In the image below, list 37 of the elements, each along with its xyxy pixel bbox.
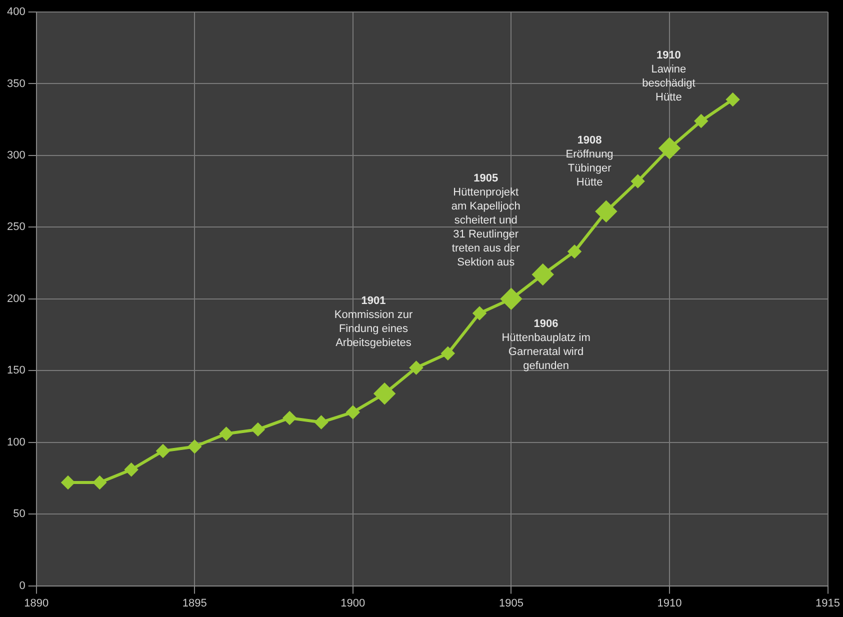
y-tick-label: 200 <box>6 292 26 305</box>
y-tick-label: 350 <box>6 78 26 90</box>
point <box>631 174 644 188</box>
y-tick-label: 300 <box>6 149 26 162</box>
point <box>251 422 264 436</box>
annotation: 1905 Hüttenprojekt am Kapelljoch scheitert und 31 Reutlinger treten aus der Sektion aus <box>451 172 520 268</box>
annotation: 1906 Hüttenbauplatz im Garneratal wird gefunden <box>502 318 590 372</box>
point <box>283 411 296 424</box>
annotation: 1908 Eröffnung Tübinger Hütte <box>566 134 614 188</box>
point <box>62 476 75 490</box>
point <box>568 245 582 258</box>
x-tick-label: 1905 <box>498 597 524 610</box>
point <box>124 463 138 476</box>
x-tick-label: 1895 <box>182 597 207 610</box>
point <box>156 444 170 458</box>
point <box>188 440 202 454</box>
y-tick-label: 50 <box>13 508 26 520</box>
point <box>410 361 423 374</box>
annotation: 1901 Kommission zur Findung eines Arbeitsgebietes <box>334 295 413 350</box>
x-tick-label: 1890 <box>24 597 49 610</box>
y-tick-label: 0 <box>19 580 26 592</box>
x-tick-label: 1900 <box>340 597 366 610</box>
x-tick-label: 1910 <box>657 597 682 610</box>
point <box>314 416 328 429</box>
y-tick-label: 100 <box>6 436 26 448</box>
point <box>220 427 233 440</box>
y-tick-label: 150 <box>6 364 26 377</box>
point <box>473 306 486 320</box>
y-tick-label: 400 <box>6 6 26 18</box>
annotation: 1910 Lawine beschädigt Hütte <box>642 50 696 104</box>
y-tick-label: 250 <box>6 221 26 234</box>
point <box>93 476 106 490</box>
x-tick-label: 1915 <box>816 597 840 610</box>
point <box>441 346 454 360</box>
point <box>346 406 360 419</box>
point <box>694 114 708 128</box>
point <box>726 93 740 106</box>
